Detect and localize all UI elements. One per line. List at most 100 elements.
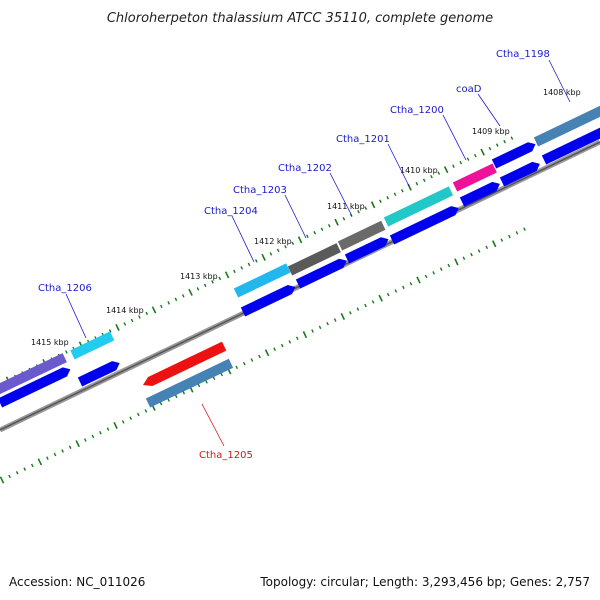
kbp-label: 1408 kbp [543,88,581,97]
gene-block-coad[interactable] [491,140,538,169]
gene-label-coad[interactable]: coaD [456,84,482,95]
scale-tick [167,398,170,402]
gene-block-ctha-1205[interactable] [141,341,227,390]
accession-text: Accession: NC_011026 [9,575,145,589]
scale-tick [235,365,239,370]
kbp-label: 1412 kbp [254,237,292,246]
scale-tick [466,157,470,161]
gene-block-ctha-1201[interactable] [383,186,454,227]
scale-tick [432,271,435,275]
scale-tick [291,241,295,246]
scale-tick [188,288,193,296]
scale-tick [393,192,397,197]
scale-tick [488,146,492,151]
scale-tick [416,276,421,284]
scale-tick [503,139,506,144]
gene-block-ctha-1203[interactable] [287,243,341,276]
scale-tick [261,253,266,261]
gene-label-ctha-1201[interactable]: Ctha_1201 [336,134,390,145]
cds-arrow[interactable] [344,235,391,264]
scale-tick [273,347,276,351]
cds-arrow[interactable] [295,256,349,289]
cds-arrow[interactable] [499,159,542,187]
scale-tick [357,209,360,214]
gene-block-ctha-1207[interactable] [0,353,67,396]
kbp-label: 1414 kbp [106,306,144,315]
scale-tick [254,259,258,263]
scale-tick [485,245,489,250]
scale-tick [342,216,346,221]
scale-tick [364,206,368,211]
scale-tick [258,354,261,359]
kbp-label: 1415 kbp [31,338,69,347]
scale-tick [371,300,375,304]
scale-tick [515,231,519,235]
scale-tick [240,266,244,270]
gene-label-ctha-1203[interactable]: Ctha_1203 [233,185,287,196]
scale-tick [68,445,72,449]
scale-tick [205,380,208,384]
gene-block-ctha-1202[interactable] [337,220,386,251]
scale-tick [138,315,141,319]
scale-tick [523,227,526,231]
scale-tick [129,416,133,420]
scale-tick [495,143,499,147]
cds-arrow[interactable] [0,365,73,408]
kbp-label: 1411 kbp [327,202,365,211]
scale-tick [108,329,112,333]
scale-tick [145,311,149,316]
scale-tick [437,171,441,175]
gene-block-ctha-1204[interactable] [233,263,291,298]
scale-tick [167,301,170,305]
scale-tick [379,199,382,204]
cds-arrow[interactable] [459,179,502,207]
cds-arrow[interactable] [541,123,600,165]
cds-arrow[interactable] [240,282,298,317]
scale-tick [443,166,449,174]
scale-tick [424,274,428,279]
scale-tick [370,201,376,209]
gene-label-ctha-1202[interactable]: Ctha_1202 [278,163,332,174]
scale-tick [130,318,134,323]
scale-tick [327,223,331,228]
scale-tick [334,218,339,226]
gene-block-ctha-1205-lower[interactable] [145,358,234,408]
scale-tick [454,258,459,266]
cds-arrow[interactable] [77,358,122,387]
scale-tick [53,452,57,457]
scale-tick [115,323,120,331]
scale-tick [297,236,303,244]
scale-tick [197,383,201,388]
cds-arrow[interactable] [389,204,461,245]
scale-tick [65,350,68,354]
genome-stats-text: Topology: circular; Length: 3,293,456 bp… [259,575,590,589]
scale-tick [510,136,514,140]
inner-tick-ring [0,227,526,484]
scale-tick [333,318,337,322]
scale-tick [386,195,390,200]
gene-block-ctha-1206[interactable] [70,331,115,360]
gene-label-ctha-1204[interactable]: Ctha_1204 [204,206,258,217]
scale-tick [318,325,322,330]
gene-block-ctha-1200[interactable] [452,163,497,192]
scale-tick [250,358,254,362]
scale-tick [160,304,163,309]
scale-tick [409,281,413,286]
scale-tick [311,329,314,333]
gene-label-ctha-1205[interactable]: Ctha_1205 [199,450,253,461]
kbp-label: 1413 kbp [180,272,218,281]
gene-block-ctha-1198[interactable] [533,102,600,147]
scale-tick [174,394,178,399]
scale-tick [242,361,246,366]
scale-tick [181,294,185,298]
scale-tick [220,372,223,377]
scale-tick [144,409,148,413]
gene-label-ctha-1206[interactable]: Ctha_1206 [38,283,92,294]
scale-tick [61,449,64,453]
scale-tick [113,421,118,429]
scale-tick [402,285,405,290]
scale-tick [91,434,95,439]
gene-label-ctha-1200[interactable]: Ctha_1200 [390,105,444,116]
gene-label-ctha-1198[interactable]: Ctha_1198 [496,49,550,60]
scale-tick [313,230,317,235]
